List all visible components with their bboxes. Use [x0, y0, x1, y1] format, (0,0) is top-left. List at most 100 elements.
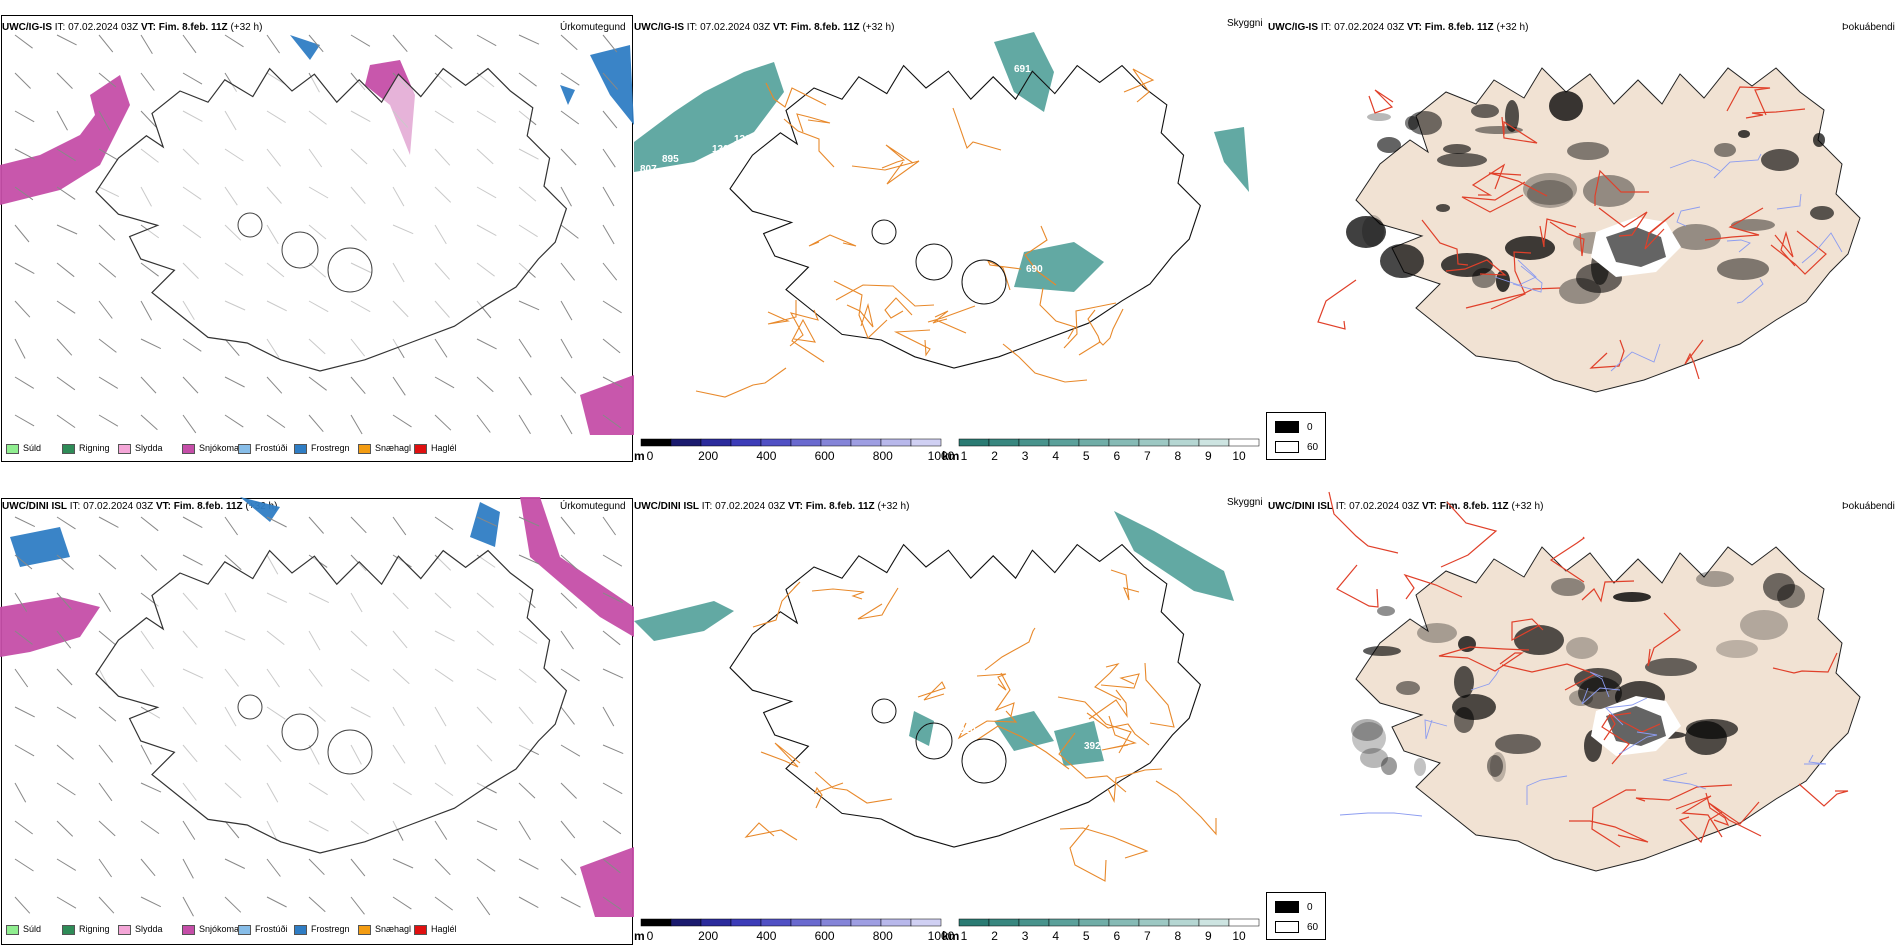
lead-time: (+32 h): [1496, 22, 1529, 33]
road: [1002, 343, 1088, 383]
wind-barb: [14, 706, 35, 718]
wind-barb: [14, 592, 28, 612]
vt-label: VT:: [1406, 22, 1422, 33]
panel-title: Þokuábendi: [1842, 501, 1895, 512]
road: [1501, 116, 1538, 144]
init-time: 07.02.2024 03Z: [700, 22, 771, 33]
wind-barb: [56, 630, 72, 649]
road: [1144, 662, 1175, 728]
wind-barb: [56, 554, 74, 570]
colorbar-cell-m: [640, 438, 672, 447]
wind-barb: [56, 668, 73, 686]
colorbar-tick-m: 600: [815, 929, 835, 943]
road: [1059, 827, 1149, 859]
wind-barb: [14, 110, 35, 123]
wind-barb: [602, 820, 622, 835]
road: [1704, 207, 1764, 241]
road: [1101, 715, 1137, 751]
wind-barb: [602, 414, 622, 429]
wind-barb: [140, 744, 152, 765]
wind-barb: [140, 300, 153, 321]
wind-barb: [56, 72, 73, 89]
river: [1605, 697, 1648, 726]
wind-barb: [14, 72, 31, 89]
wind-barb: [518, 300, 540, 311]
fog-patch: [1505, 236, 1555, 260]
fog-map: [1317, 67, 1861, 393]
wind-barb: [140, 72, 155, 91]
road: [1368, 89, 1394, 114]
it-label: IT:: [54, 22, 66, 33]
road: [1086, 712, 1150, 746]
wind-barb: [98, 820, 116, 837]
panel-title: Úrkomutegund: [560, 22, 626, 33]
wind-barb: [14, 630, 33, 645]
colorbar-tick-m: 1000: [928, 449, 955, 463]
lead-time: (+32 h): [1511, 501, 1544, 512]
wind-barb: [350, 414, 363, 435]
road: [1490, 251, 1532, 310]
wind-barb: [56, 820, 74, 837]
legend-swatch: [294, 443, 307, 454]
wind-barb: [518, 338, 532, 358]
road: [1471, 163, 1506, 196]
wind-barb: [182, 820, 196, 840]
colorbar-cell-m: [730, 438, 762, 447]
legend-swatch: [6, 443, 19, 454]
freezing-rain-area: [10, 497, 500, 567]
contour-label: 130: [712, 144, 729, 155]
wind-barb: [140, 516, 159, 532]
legend-swatch: [62, 443, 75, 454]
colorbar-cell-m: [700, 438, 732, 447]
river: [1339, 812, 1423, 817]
fog-swatch-60: [1275, 921, 1299, 933]
panel-header: UWC/IG-IS IT: 07.02.2024 03Z VT: Fim. 8.…: [634, 22, 894, 33]
wind-barb: [434, 414, 452, 431]
river: [1512, 265, 1543, 293]
wind-barb: [476, 414, 491, 433]
colorbar-cell-m: [910, 918, 942, 927]
panel-title: Skyggni: [1227, 497, 1263, 508]
road: [1155, 780, 1217, 836]
road: [1317, 279, 1357, 330]
lead-time: (+32 h): [230, 22, 263, 33]
road: [811, 588, 865, 600]
road: [957, 710, 1018, 740]
colorbar-cell-m: [670, 918, 702, 927]
fog-patch: [1685, 721, 1727, 755]
glacier-outline: [327, 247, 373, 293]
road: [1501, 663, 1597, 691]
road: [1063, 302, 1117, 349]
valid-time: Fim. 8.feb. 11Z: [1439, 501, 1509, 512]
wind-barb: [98, 148, 119, 161]
fog-patch: [1346, 216, 1386, 248]
wind-barb: [266, 516, 287, 528]
colorbar-tick-km: 8: [1175, 929, 1182, 943]
wind-barb: [434, 376, 455, 389]
wind-barb: [98, 516, 119, 528]
wind-barb: [518, 72, 537, 87]
colorbar-cell-km: [1168, 918, 1200, 927]
wind-barb: [560, 516, 576, 535]
road: [927, 305, 976, 334]
low-visibility-area: [994, 711, 1054, 751]
wind-barb: [560, 338, 573, 359]
wind-barb: [14, 554, 33, 570]
glacier-outline: [915, 722, 953, 760]
wind-barb: [602, 554, 623, 567]
road: [884, 297, 913, 319]
legend-item: Snæhagl: [358, 443, 411, 454]
colorbar-cell-m: [910, 438, 942, 447]
wind-barb: [56, 706, 77, 719]
wind-barb: [602, 224, 615, 245]
low-visibility-area: [1054, 721, 1104, 766]
road: [1123, 68, 1155, 103]
coastline: [95, 67, 568, 372]
wind-barb: [224, 554, 242, 571]
colorbar-unit-m: m: [634, 449, 645, 463]
wind-barb: [560, 262, 575, 281]
panel-title: Þokuábendi: [1842, 22, 1895, 33]
vt-label: VT:: [1421, 501, 1437, 512]
legend-item: Snjókoma: [182, 443, 239, 454]
